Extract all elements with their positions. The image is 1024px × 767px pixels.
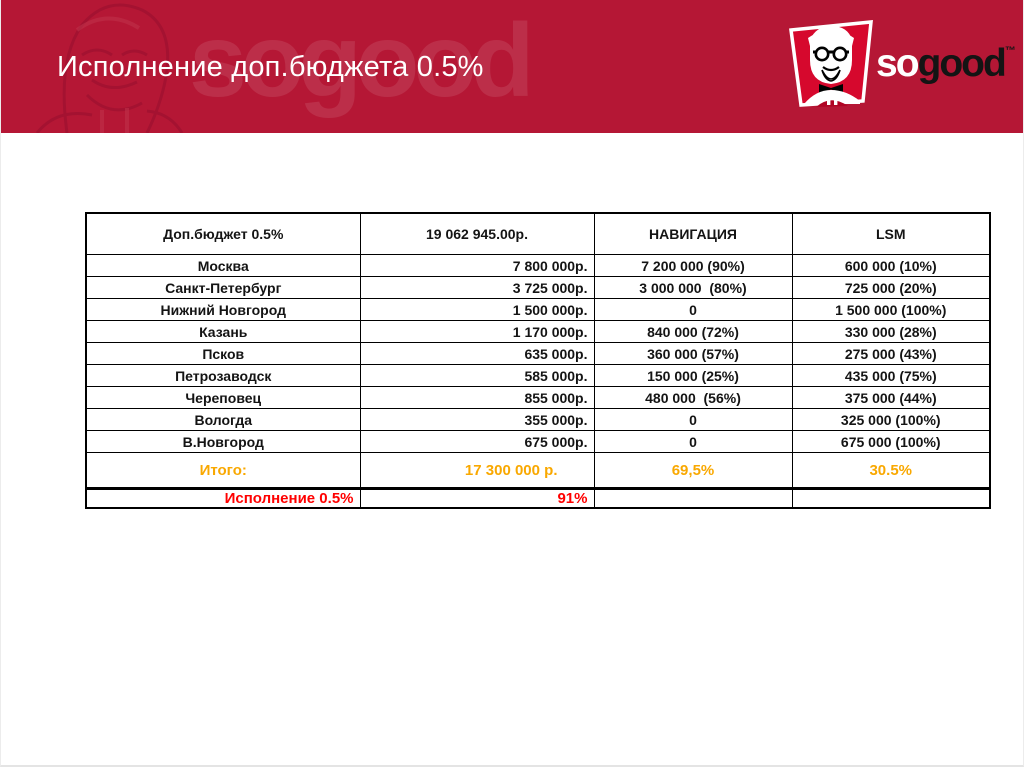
- city-cell: Нижний Новгород: [85, 298, 361, 321]
- lsm-cell: 1 500 000 (100%): [791, 298, 991, 321]
- navigation-cell: 0: [593, 430, 793, 453]
- execution-row: Исполнение 0.5% 91%: [85, 487, 991, 509]
- totals-budget-cell: 17 300 000 р.: [359, 452, 595, 489]
- navigation-cell: 3 000 000 (80%): [593, 276, 793, 299]
- kfc-colonel-icon: [789, 20, 873, 107]
- table-body: Москва 7 800 000р. 7 200 000 (90%) 600 000 …: [85, 254, 991, 453]
- table-row: Санкт-Петербург 3 725 000р. 3 000 000 (80%…: [85, 276, 991, 299]
- slide-title: Исполнение доп.бюджета 0.5%: [57, 51, 484, 83]
- table-header-row: Доп.бюджет 0.5% 19 062 945.00р. НАВИГАЦИ…: [85, 212, 991, 255]
- budget-cell: 355 000р.: [359, 408, 595, 431]
- lsm-cell: 275 000 (43%): [791, 342, 991, 365]
- header-cell-total-budget: 19 062 945.00р.: [359, 212, 595, 255]
- header-cell-lsm: LSM: [791, 212, 991, 255]
- lsm-cell: 675 000 (100%): [791, 430, 991, 453]
- execution-empty-lsm-cell: [791, 487, 991, 509]
- wordmark-good: good: [917, 42, 1007, 85]
- table-row: Москва 7 800 000р. 7 200 000 (90%) 600 000 …: [85, 254, 991, 277]
- lsm-cell: 435 000 (75%): [791, 364, 991, 387]
- lsm-cell: 725 000 (20%): [791, 276, 991, 299]
- budget-table: Доп.бюджет 0.5% 19 062 945.00р. НАВИГАЦИ…: [85, 212, 991, 509]
- budget-cell: 1 170 000р.: [359, 320, 595, 343]
- table-row: Петрозаводск 585 000р. 150 000 (25%) 435 00…: [85, 364, 991, 387]
- totals-lsm-cell: 30.5%: [791, 452, 991, 489]
- table-row: Вологда 355 000р. 0 325 000 (100%): [85, 408, 991, 431]
- trademark-symbol: ™: [1004, 45, 1016, 57]
- header-band: sogood Исполнение доп.бюджета 0.5% sogoo…: [1, 0, 1023, 133]
- colonel-watermark-icon: [35, 3, 184, 133]
- navigation-cell: 7 200 000 (90%): [593, 254, 793, 277]
- execution-empty-navigation-cell: [593, 487, 793, 509]
- navigation-cell: 840 000 (72%): [593, 320, 793, 343]
- navigation-cell: 150 000 (25%): [593, 364, 793, 387]
- totals-label-cell: Итого:: [85, 452, 361, 489]
- city-cell: Казань: [85, 320, 361, 343]
- budget-cell: 1 500 000р.: [359, 298, 595, 321]
- header-cell-navigation: НАВИГАЦИЯ: [593, 212, 793, 255]
- lsm-cell: 375 000 (44%): [791, 386, 991, 409]
- execution-label-cell: Исполнение 0.5%: [85, 487, 361, 509]
- lsm-cell: 600 000 (10%): [791, 254, 991, 277]
- lsm-cell: 330 000 (28%): [791, 320, 991, 343]
- budget-cell: 675 000р.: [359, 430, 595, 453]
- lsm-cell: 325 000 (100%): [791, 408, 991, 431]
- city-cell: Петрозаводск: [85, 364, 361, 387]
- totals-navigation-cell: 69,5%: [593, 452, 793, 489]
- navigation-cell: 0: [593, 298, 793, 321]
- table-row: Псков 635 000р. 360 000 (57%) 275 000 (43%): [85, 342, 991, 365]
- table-row: Череповец 855 000р. 480 000 (56%) 375 000 (…: [85, 386, 991, 409]
- sogood-watermark: sogood: [189, 3, 534, 119]
- header-cell-budget-label: Доп.бюджет 0.5%: [85, 212, 361, 255]
- city-cell: В.Новгород: [85, 430, 361, 453]
- navigation-cell: 360 000 (57%): [593, 342, 793, 365]
- sogood-wordmark: sogood™: [876, 42, 1016, 86]
- navigation-cell: 0: [593, 408, 793, 431]
- city-cell: Псков: [85, 342, 361, 365]
- city-cell: Москва: [85, 254, 361, 277]
- city-cell: Череповец: [85, 386, 361, 409]
- table-row: Казань 1 170 000р. 840 000 (72%) 330 000 (2…: [85, 320, 991, 343]
- totals-row: Итого: 17 300 000 р. 69,5% 30.5%: [85, 452, 991, 489]
- table-row: Нижний Новгород 1 500 000р. 0 1 500 000 (10…: [85, 298, 991, 321]
- city-cell: Вологда: [85, 408, 361, 431]
- budget-cell: 635 000р.: [359, 342, 595, 365]
- city-cell: Санкт-Петербург: [85, 276, 361, 299]
- table-row: В.Новгород 675 000р. 0 675 000 (100%): [85, 430, 991, 453]
- budget-cell: 855 000р.: [359, 386, 595, 409]
- budget-cell: 585 000р.: [359, 364, 595, 387]
- navigation-cell: 480 000 (56%): [593, 386, 793, 409]
- execution-value-cell: 91%: [359, 487, 595, 509]
- budget-cell: 3 725 000р.: [359, 276, 595, 299]
- wordmark-so: so: [876, 42, 919, 85]
- budget-cell: 7 800 000р.: [359, 254, 595, 277]
